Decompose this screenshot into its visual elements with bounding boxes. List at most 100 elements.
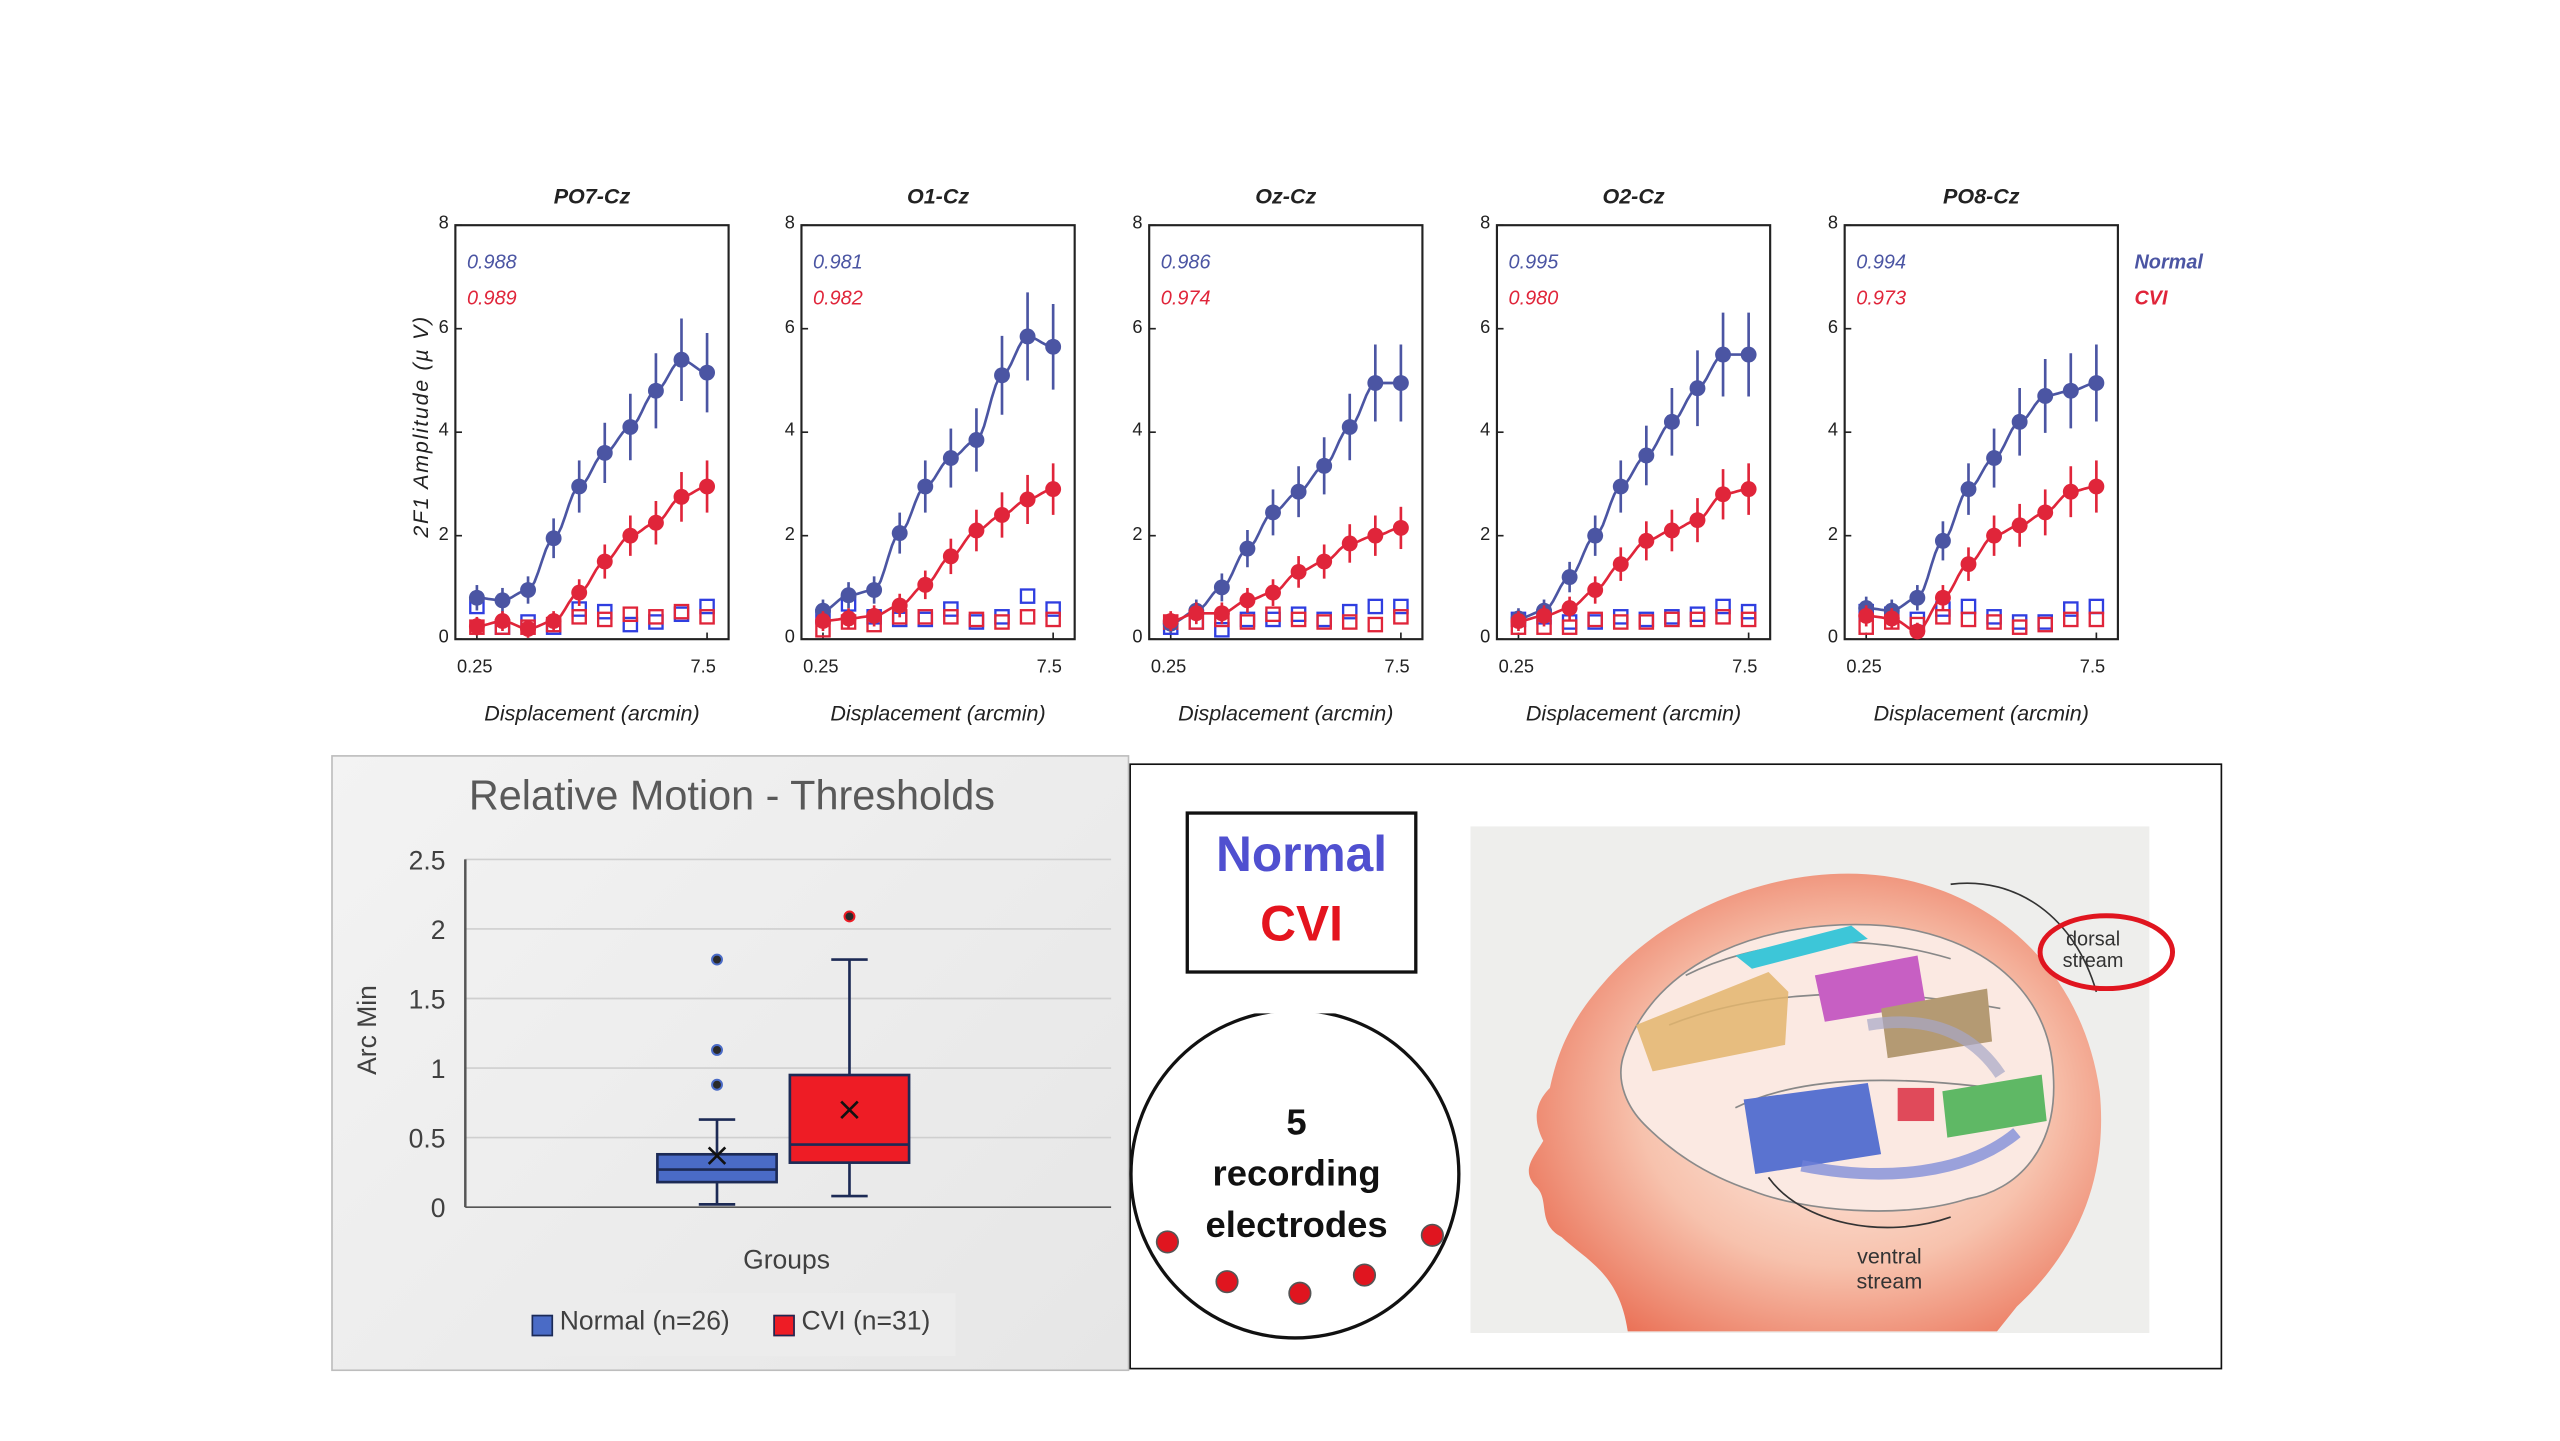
green-region — [1942, 1074, 2047, 1138]
channel-title: O2-Cz — [1602, 183, 1665, 209]
legend-swatch-normal — [531, 1314, 554, 1337]
data-point-normal — [1265, 504, 1281, 521]
y-tick-label: 0 — [1480, 627, 1491, 648]
noise-marker — [2011, 614, 2028, 630]
data-point-cvi — [1883, 610, 1900, 627]
fit-curve-cvi — [476, 485, 708, 631]
noise-marker — [1587, 611, 1603, 628]
data-point-cvi — [1638, 532, 1655, 549]
box-plot: 0 0.5 1 1.5 2 2.5 — [409, 845, 1112, 1223]
mt-region — [1897, 1087, 1935, 1122]
y-tick-label: 0 — [438, 627, 449, 648]
r2-cvi: 0.982 — [813, 286, 863, 310]
noise-marker — [673, 603, 690, 620]
electrode-dot — [1288, 1281, 1312, 1305]
noise-marker — [1561, 619, 1578, 635]
noise-marker — [1316, 614, 1332, 630]
noise-marker — [1290, 611, 1307, 628]
noise-marker — [1715, 609, 1731, 625]
y-tick-label: 8 — [438, 213, 449, 234]
data-point-cvi — [468, 618, 485, 635]
data-point-normal — [1561, 569, 1578, 586]
y-tick-label: 4 — [1132, 420, 1143, 441]
brain-illustration — [1470, 826, 2150, 1333]
data-point-normal — [1341, 419, 1358, 435]
data-point-normal — [699, 364, 716, 381]
data-point-cvi — [596, 553, 613, 570]
x-tick-label: 0.25 — [1498, 657, 1535, 678]
data-point-normal — [1019, 328, 1036, 345]
data-point-normal — [1689, 380, 1706, 397]
r2-cvi: 0.973 — [1856, 286, 1906, 310]
y-tick-label: 0 — [1827, 627, 1839, 648]
data-point-cvi — [1960, 556, 1977, 573]
noise-marker — [1341, 614, 1358, 630]
box-plot-panel: Relative Motion - Thresholds 0 0.5 1 1.5 2 2.… — [331, 755, 1130, 1372]
noise-marker — [699, 609, 715, 625]
x-tick-label: 7.5 — [690, 657, 716, 678]
legend-label-normal: Normal (n=26) — [559, 1308, 730, 1337]
data-point-normal — [1587, 527, 1604, 544]
data-point-normal — [1638, 447, 1655, 464]
noise-marker — [699, 598, 715, 615]
data-point-normal — [968, 432, 985, 448]
noise-marker — [622, 616, 639, 633]
data-point-cvi — [1188, 605, 1205, 622]
data-point-normal — [1934, 532, 1951, 549]
data-point-cvi — [699, 478, 716, 495]
noise-marker — [1664, 611, 1680, 628]
data-point-cvi — [1934, 589, 1951, 606]
data-point-normal — [647, 382, 664, 399]
fit-curve-normal — [1518, 353, 1749, 620]
data-point-cvi — [1239, 592, 1256, 609]
data-point-normal — [494, 592, 511, 609]
noise-marker — [1393, 609, 1409, 625]
y-tick-label: 4 — [1480, 420, 1491, 441]
data-point-cvi — [1290, 563, 1307, 580]
data-point-normal — [571, 478, 588, 495]
noise-marker — [1986, 614, 2002, 630]
x-axis-label: Displacement (arcmin) — [1873, 700, 2089, 726]
box-y-tick-label: 0 — [431, 1193, 446, 1223]
noise-marker — [1986, 609, 2002, 625]
y-tick-label: 2 — [1827, 524, 1839, 544]
data-point-cvi — [2088, 478, 2105, 495]
noise-marker — [2088, 598, 2105, 615]
ventral-region — [1743, 1082, 1882, 1175]
data-point-cvi — [1213, 605, 1230, 622]
data-point-cvi — [1715, 486, 1732, 503]
noise-marker — [1019, 609, 1036, 625]
noise-marker — [1367, 616, 1384, 633]
outlier-point — [711, 1044, 723, 1056]
data-point-cvi — [994, 507, 1010, 523]
box-y-tick-label: 2.5 — [409, 845, 446, 875]
box-y-tick-label: 1.5 — [409, 984, 446, 1014]
data-point-normal — [545, 530, 562, 547]
x-tick-label: 0.25 — [803, 657, 839, 678]
y-tick-label: 8 — [1480, 213, 1491, 234]
data-point-normal — [596, 444, 613, 461]
data-point-cvi — [622, 527, 639, 544]
electrode-circle — [1129, 1013, 1461, 1340]
noise-marker — [1341, 603, 1358, 620]
y-tick-label: 4 — [1827, 420, 1839, 441]
x-tick-label: 7.5 — [2079, 657, 2106, 678]
fit-curve-normal — [476, 358, 708, 602]
data-point-normal — [942, 450, 959, 467]
noise-marker — [2088, 611, 2105, 628]
data-point-cvi — [1986, 527, 2003, 544]
x-axis-label: Displacement (arcmin) — [830, 700, 1046, 726]
data-point-cvi — [1045, 481, 1062, 498]
data-point-normal — [622, 419, 639, 435]
data-point-cvi — [1909, 623, 1926, 640]
dorsal-stream-label: dorsal stream — [2062, 927, 2124, 973]
noise-marker — [1740, 611, 1757, 628]
channel-title: O1-Cz — [906, 183, 970, 209]
data-point-normal — [1986, 450, 2003, 467]
electrode-dot — [1420, 1223, 1444, 1247]
channel-title: PO8-Cz — [1942, 183, 2020, 209]
data-point-normal — [1290, 483, 1307, 500]
box-plot-ylabel: Arc Min — [354, 985, 383, 1075]
data-point-normal — [1960, 481, 1977, 498]
data-point-cvi — [1392, 519, 1409, 536]
